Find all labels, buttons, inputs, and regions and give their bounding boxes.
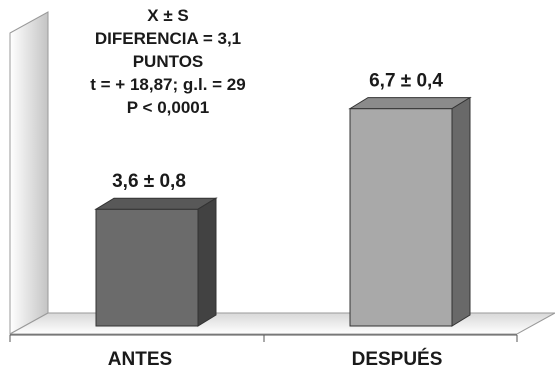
annotation-line: P < 0,0001 [126, 98, 210, 117]
bar-value-label: 6,7 ± 0,4 [369, 71, 443, 92]
bar-antes [94, 197, 218, 327]
bar-front-face [349, 108, 453, 327]
annotation-line: DIFERENCIA = 3,1 [94, 29, 242, 48]
bar-value-label: 3,6 ± 0,8 [112, 171, 186, 192]
bar-side-face [451, 96, 471, 327]
x-tick-label: ANTES [108, 349, 172, 370]
bar-front-face [95, 208, 199, 327]
bar-top-face [94, 197, 218, 210]
annotation-line: X ± S [147, 6, 189, 25]
statistics-annotation: X ± S DIFERENCIA = 3,1 PUNTOS t = + 18,87; … [68, 4, 268, 119]
annotation-line: t = + 18,87; g.l. = 29 [90, 75, 246, 94]
bar-despus [348, 96, 472, 327]
chart-side-wall [9, 11, 49, 335]
x-tick-label: DESPUÉS [352, 348, 443, 370]
bar-top-face [348, 97, 472, 110]
bar-side-face [197, 197, 217, 327]
annotation-line: PUNTOS [132, 52, 204, 71]
chart-floor [9, 312, 555, 335]
